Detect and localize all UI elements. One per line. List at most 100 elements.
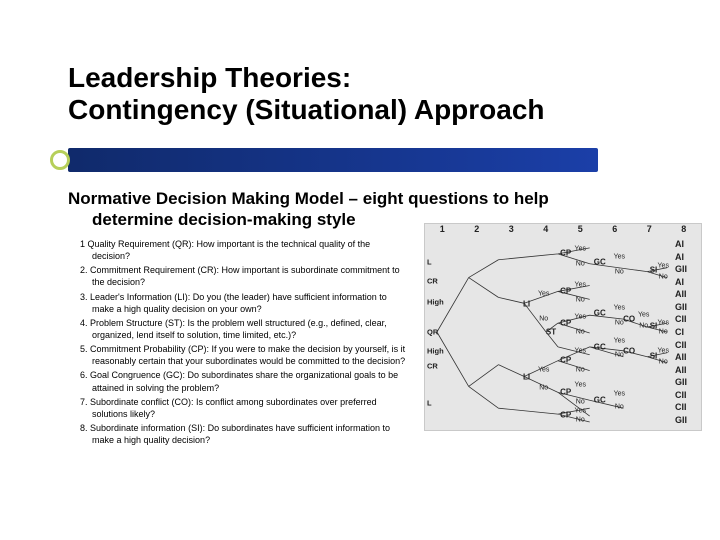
tree-edge-label: No: [576, 329, 585, 336]
tree-edge-label: Yes: [538, 291, 549, 298]
questions-list: 1 Quality Requirement (QR): How importan…: [68, 238, 408, 448]
tree-node-label: CP: [560, 286, 571, 295]
question-text: 2. Commitment Requirement (CR): How impo…: [68, 264, 408, 288]
tree-edge-label: No: [576, 297, 585, 304]
outcome-label: AI: [675, 239, 699, 249]
slide: Leadership Theories: Contingency (Situat…: [0, 0, 720, 540]
tree-edge-label: Yes: [658, 263, 669, 270]
tree-edge-label: No: [659, 329, 668, 336]
outcome-label: AII: [675, 289, 699, 299]
tree-node-label: CP: [560, 356, 571, 365]
tree-edge-label: No: [639, 323, 648, 330]
tree-edge-label: Yes: [538, 366, 549, 373]
tree-edge-label: No: [659, 359, 668, 366]
column-header: 1: [425, 224, 460, 238]
column-header: 3: [494, 224, 529, 238]
outcome-label: CI: [675, 327, 699, 337]
question-text: 5. Commitment Probability (CP): If you w…: [68, 343, 408, 367]
question-text: 1 Quality Requirement (QR): How importan…: [68, 238, 408, 262]
tree-edge-label: No: [576, 417, 585, 424]
tree-edge-label: Yes: [614, 338, 625, 345]
tree-edge-label: No: [576, 398, 585, 405]
tree-edge-label: Yes: [658, 347, 669, 354]
outcome-label: CII: [675, 314, 699, 324]
tree-edge-label: No: [539, 385, 548, 392]
tree-node-label: CP: [560, 249, 571, 258]
tree-node-label: CO: [623, 346, 635, 355]
tree-edge-label: No: [615, 268, 624, 275]
tree-node-label: GC: [594, 309, 606, 318]
tree-edge-label: No: [615, 319, 624, 326]
diagram-column-headers: 12345678: [425, 224, 701, 238]
slide-title: Leadership Theories: Contingency (Situat…: [68, 62, 668, 126]
diagram-outcomes-column: AI AI GII AI AII GII CII CI CII AII AII GII CII CII GI…: [675, 238, 699, 426]
outcome-label: GII: [675, 302, 699, 312]
outcome-label: GII: [675, 415, 699, 425]
question-item: 8. Subordinate information (SI): Do subo…: [68, 422, 408, 446]
question-item: 4. Problem Structure (ST): Is the proble…: [68, 317, 408, 341]
question-text: 6. Goal Congruence (GC): Do subordinates…: [68, 369, 408, 393]
outcome-label: GII: [675, 264, 699, 274]
column-header: 4: [529, 224, 564, 238]
column-header: 7: [632, 224, 667, 238]
tree-edge-label: No: [615, 404, 624, 411]
tree-edge-label: Yes: [575, 381, 586, 388]
tree-node-label: SI: [650, 352, 658, 361]
tree-node-label: LI: [523, 373, 530, 382]
outcome-label: CII: [675, 402, 699, 412]
diagram-tree-area: CPGCSILICPSTCPGCCOSIGCCPCOSILICPGCCPYesN…: [429, 238, 673, 426]
column-header: 8: [667, 224, 702, 238]
outcome-label: AII: [675, 352, 699, 362]
tree-edge-label: Yes: [575, 347, 586, 354]
tree-edge-label: Yes: [614, 304, 625, 311]
question-item: 1 Quality Requirement (QR): How importan…: [68, 238, 408, 262]
question-item: 5. Commitment Probability (CP): If you w…: [68, 343, 408, 367]
tree-node-label: CO: [623, 314, 635, 323]
column-header: 6: [598, 224, 633, 238]
outcome-label: GII: [675, 377, 699, 387]
tree-edge-label: No: [615, 351, 624, 358]
question-text: 3. Leader's Information (LI): Do you (th…: [68, 291, 408, 315]
title-line-2: Contingency (Situational) Approach: [68, 94, 545, 125]
tree-edge-label: No: [576, 261, 585, 268]
title-line-1: Leadership Theories:: [68, 62, 351, 93]
tree-edge-label: Yes: [575, 407, 586, 414]
question-item: 2. Commitment Requirement (CR): How impo…: [68, 264, 408, 288]
tree-edge-label: No: [539, 315, 548, 322]
tree-node-label: CP: [560, 388, 571, 397]
outcome-label: CII: [675, 390, 699, 400]
tree-edge-label: Yes: [575, 282, 586, 289]
question-item: 6. Goal Congruence (GC): Do subordinates…: [68, 369, 408, 393]
tree-edge-label: Yes: [575, 313, 586, 320]
tree-node-label: CP: [560, 318, 571, 327]
tree-node-label: ST: [546, 328, 556, 337]
decision-tree-diagram: 12345678 QRCRCRLHighHighL CPGCSILICPSTCP…: [424, 223, 702, 431]
tree-node-label: CP: [560, 410, 571, 419]
outcome-label: AI: [675, 277, 699, 287]
tree-edge-label: Yes: [614, 391, 625, 398]
question-text: 4. Problem Structure (ST): Is the proble…: [68, 317, 408, 341]
tree-edge-label: Yes: [614, 253, 625, 260]
outcome-label: AII: [675, 365, 699, 375]
tree-edge-label: Yes: [658, 319, 669, 326]
column-header: 2: [460, 224, 495, 238]
question-text: 7. Subordinate conflict (CO): Is conflic…: [68, 396, 408, 420]
subtitle-line-2: determine decision-making style: [68, 210, 356, 229]
tree-node-label: LI: [523, 299, 530, 308]
tree-edge-label: No: [659, 274, 668, 281]
tree-edge-label: Yes: [638, 312, 649, 319]
question-item: 3. Leader's Information (LI): Do you (th…: [68, 291, 408, 315]
tree-node-label: GC: [594, 343, 606, 352]
accent-dot-icon: [50, 150, 70, 170]
outcome-label: CII: [675, 340, 699, 350]
accent-bar: [68, 148, 598, 172]
tree-edge-label: Yes: [575, 246, 586, 253]
subtitle-line-1: Normative Decision Making Model – eight …: [68, 189, 549, 208]
tree-node-label: GC: [594, 395, 606, 404]
tree-node-label: SI: [650, 322, 658, 331]
column-header: 5: [563, 224, 598, 238]
tree-node-label: GC: [594, 258, 606, 267]
tree-edge-label: No: [576, 366, 585, 373]
outcome-label: AI: [675, 252, 699, 262]
question-item: 7. Subordinate conflict (CO): Is conflic…: [68, 396, 408, 420]
